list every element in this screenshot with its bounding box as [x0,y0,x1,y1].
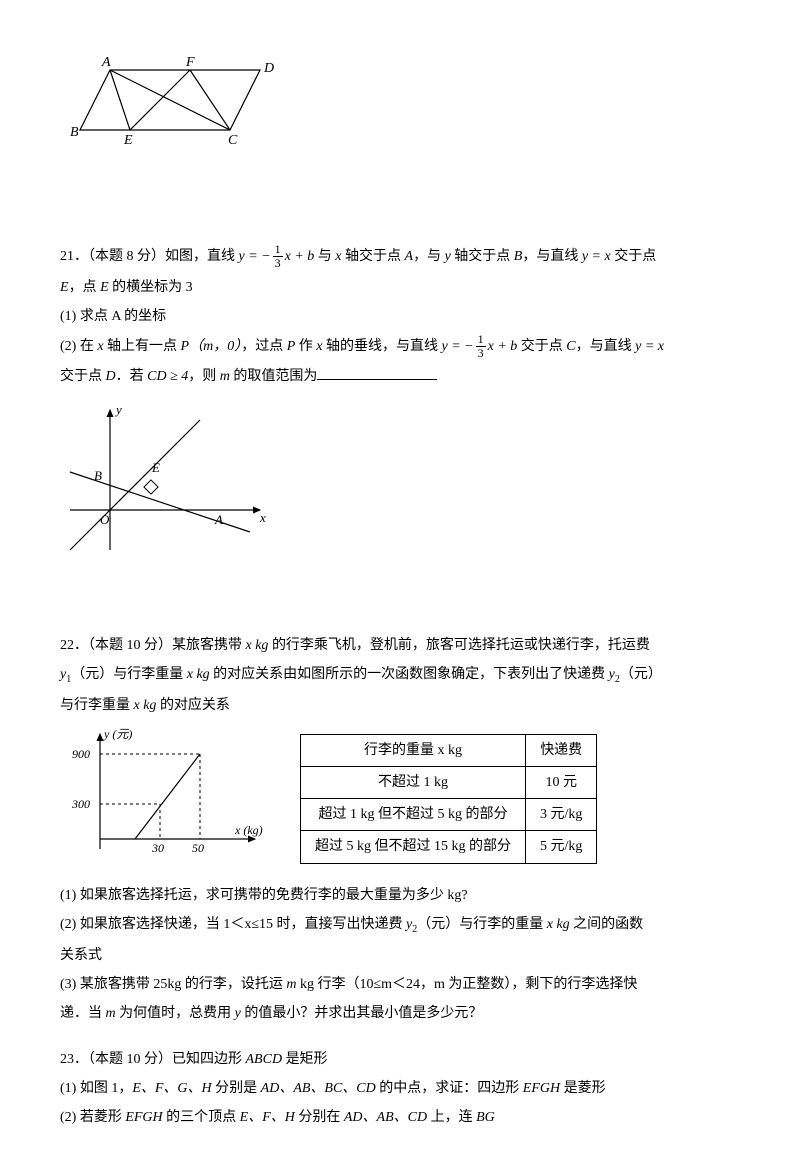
th-fee: 快递费 [526,734,597,766]
q21-line1: 21．（本题 8 分）如图，直线 y = −13x + b 与 x 轴交于点 A… [60,243,740,270]
q22-table: 行李的重量 x kg 快递费 不超过 1 kg 10 元 超过 1 kg 但不超… [300,734,597,864]
r3c1: 超过 5 kg 但不超过 15 kg 的部分 [301,831,526,863]
q22-p3: (3) 某旅客携带 25kg 的行李，设托运 m kg 行李（10≤m＜24，m… [60,972,740,997]
chart-xlabel: x (kg) [234,823,263,837]
pt-A: A [214,512,223,527]
q21-part2: (2) 在 x 轴上有一点 P（m，0），过点 P 作 x 轴的垂线，与直线 y… [60,333,740,360]
figure-q21-axes: y x O A B E [60,400,740,569]
q21-part1: (1) 求点 A 的坐标 [60,304,740,329]
q22-line1: 22．（本题 10 分）某旅客携带 x kg 的行李乘飞机，登机前，旅客可选择托… [60,633,740,658]
label-B: B [70,125,79,140]
answer-blank[interactable] [317,365,437,380]
figure-q22-chart: y (元) x (kg) 900 300 30 50 [60,724,270,873]
q23-p2: (2) 若菱形 EFGH 的三个顶点 E、F、H 分别在 AD、AB、CD 上，… [60,1105,740,1130]
chart-y300: 300 [71,797,90,811]
r1c2: 10 元 [526,767,597,799]
chart-ylabel: y (元) [103,727,132,741]
q22-p2: (2) 如果旅客选择快递，当 1＜x≤15 时，直接写出快递费 y2（元）与行李… [60,912,740,939]
chart-y900: 900 [72,747,90,761]
r2c2: 3 元/kg [526,799,597,831]
label-F: F [185,55,195,70]
pt-B: B [94,468,102,483]
q22-p1: (1) 如果旅客选择托运，求可携带的免费行李的最大重量为多少 kg? [60,883,740,908]
origin-O: O [100,512,110,527]
label-D: D [263,61,274,76]
label-C: C [228,133,238,148]
r2c1: 超过 1 kg 但不超过 5 kg 的部分 [301,799,526,831]
q23-p1: (1) 如图 1，E、F、G、H 分别是 AD、AB、BC、CD 的中点，求证：… [60,1076,740,1101]
chart-x30: 30 [151,841,164,855]
q22-p2d: 关系式 [60,943,740,968]
th-weight: 行李的重量 x kg [301,734,526,766]
r1c1: 不超过 1 kg [301,767,526,799]
q23-header: 23．（本题 10 分）已知四边形 ABCD 是矩形 [60,1047,740,1072]
r3c2: 5 元/kg [526,831,597,863]
axis-y: y [114,402,122,417]
chart-x50: 50 [192,841,204,855]
label-E: E [123,133,133,148]
q22-line3: 与行李重量 x kg 的对应关系 [60,693,740,718]
figure-parallelogram: A B C D E F [60,50,740,169]
label-A: A [101,55,111,70]
q21-lineD: 交于点 D．若 CD ≥ 4，则 m 的取值范围为 [60,364,740,389]
q22-p3b: 递．当 m 为何值时，总费用 y 的值最小？并求出其最小值是多少元？ [60,1001,740,1026]
q21-line-E: E，点 E 的横坐标为 3 [60,275,740,300]
q22-line2: y1（元）与行李重量 x kg 的对应关系由如图所示的一次函数图象确定，下表列出… [60,662,740,689]
axis-x: x [259,510,266,525]
pt-E: E [151,460,160,475]
